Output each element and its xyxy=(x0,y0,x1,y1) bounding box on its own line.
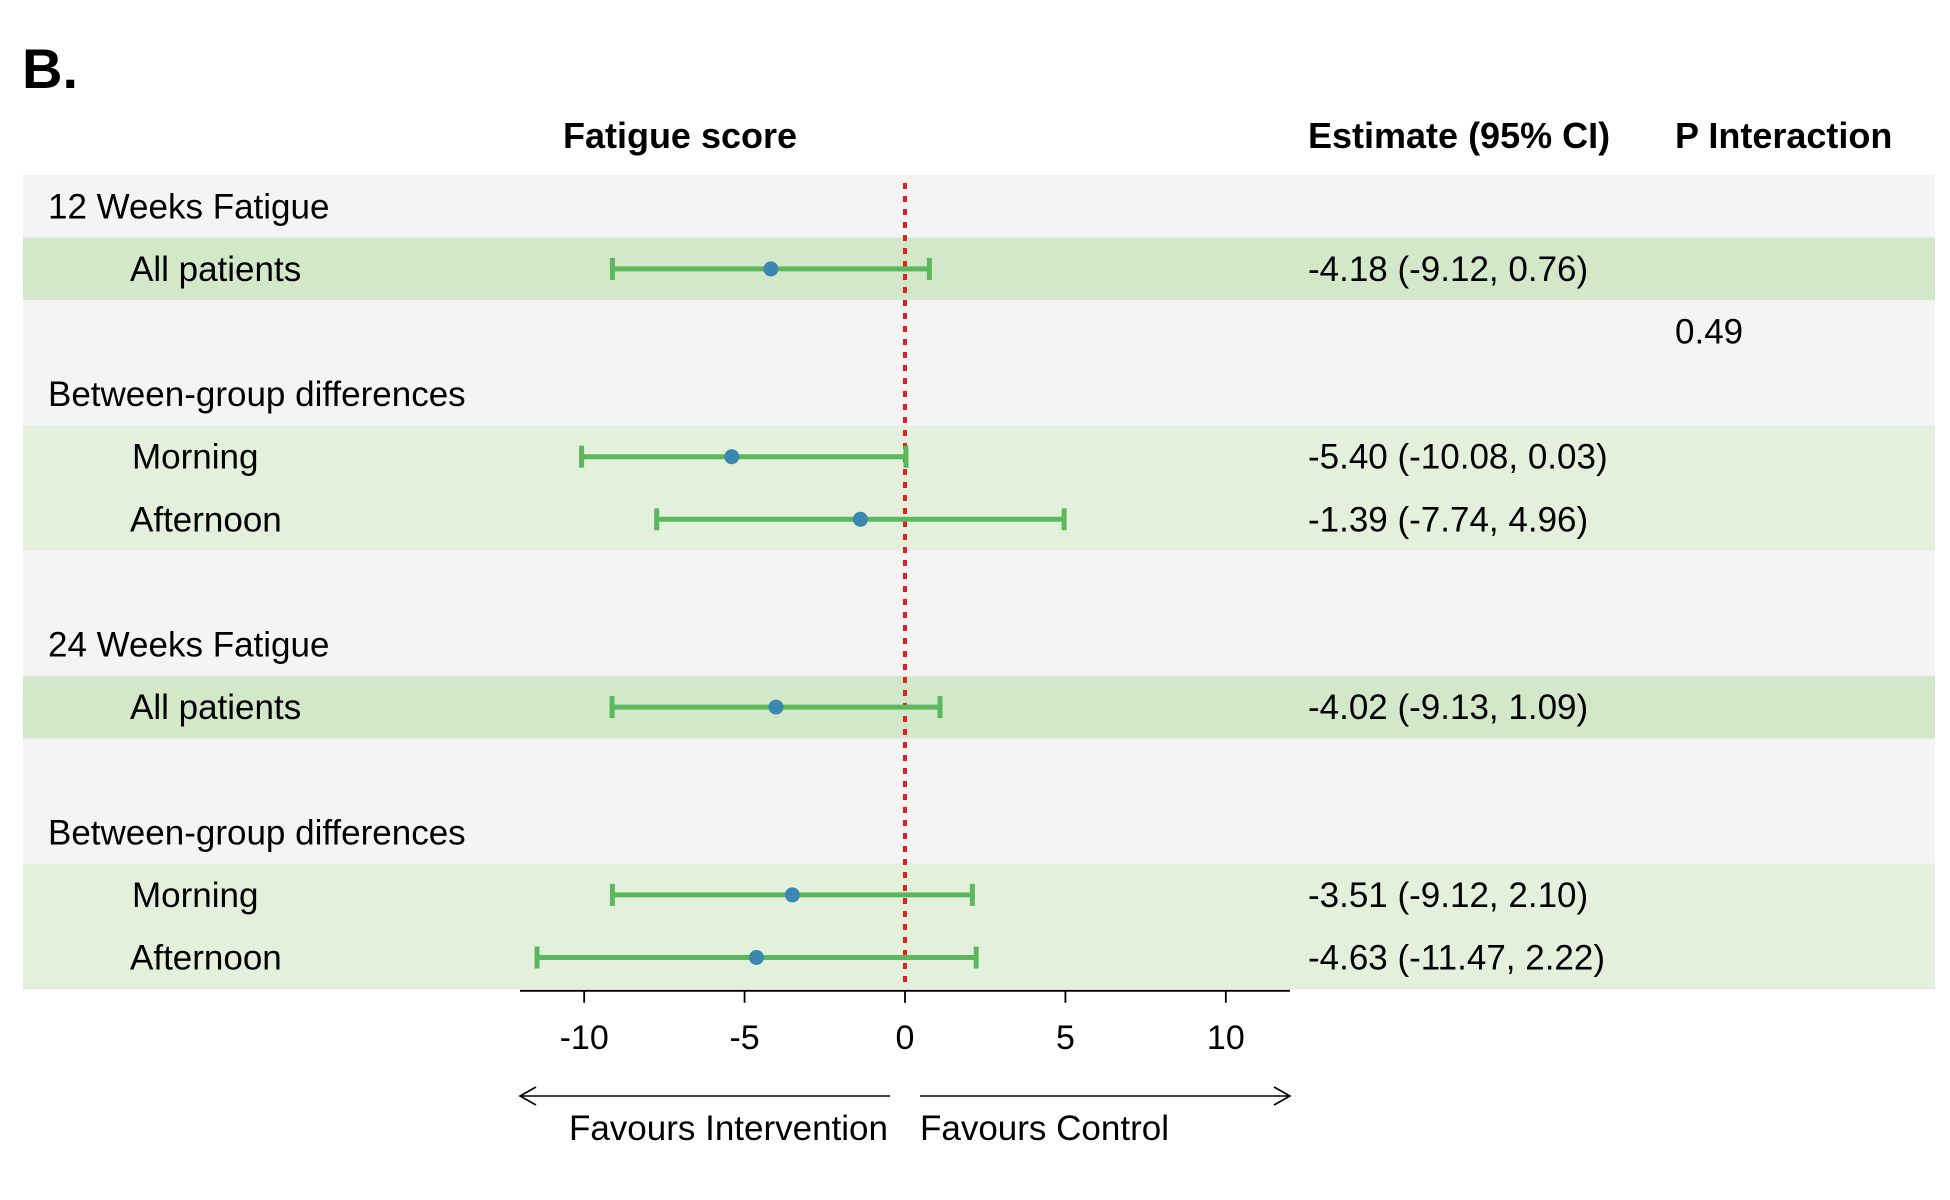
row-band xyxy=(23,362,1935,426)
ci-mark xyxy=(579,445,909,468)
favours-control-label: Favours Control xyxy=(920,1109,1169,1148)
row-label: All patients xyxy=(130,250,301,289)
plot-header: Fatigue score xyxy=(563,115,797,156)
estimate-point xyxy=(852,511,868,527)
estimate-point xyxy=(763,261,779,277)
row-band xyxy=(23,550,1935,614)
row-label: Morning xyxy=(132,438,258,477)
row-band xyxy=(23,926,1935,990)
ci-mark xyxy=(534,946,979,969)
favours-intervention-label: Favours Intervention xyxy=(569,1109,888,1148)
section-label: Between-group differences xyxy=(48,375,466,414)
p-interaction-header: P Interaction xyxy=(1675,115,1892,156)
panel-label: B. xyxy=(22,37,78,100)
estimate-ci-label: -4.02 (-9.13, 1.09) xyxy=(1308,688,1588,727)
row-band xyxy=(23,863,1935,927)
row-bands xyxy=(23,175,1935,990)
row-band xyxy=(23,738,1935,802)
row-band xyxy=(23,801,1935,865)
p-interaction-value: 0.49 xyxy=(1675,313,1743,352)
ci-mark xyxy=(654,508,1067,531)
estimate-header: Estimate (95% CI) xyxy=(1308,115,1610,156)
estimate-ci-label: -4.18 (-9.12, 0.76) xyxy=(1308,250,1588,289)
estimate-ci-label: -4.63 (-11.47, 2.22) xyxy=(1308,939,1605,978)
x-tick-label: -10 xyxy=(560,1019,609,1057)
row-label: Afternoon xyxy=(130,939,282,978)
ci-mark xyxy=(609,883,975,906)
section-label: Between-group differences xyxy=(48,813,466,852)
section-label: 12 Weeks Fatigue xyxy=(48,187,329,226)
row-band xyxy=(23,300,1935,364)
row-band xyxy=(23,613,1935,677)
favours-right-arrowhead xyxy=(1273,1086,1292,1106)
favours-left-arrowhead xyxy=(518,1086,537,1106)
x-axis: -10 -5 0 5 10 xyxy=(520,989,1290,1057)
row-band xyxy=(23,425,1935,489)
x-tick-label: 5 xyxy=(1056,1019,1075,1057)
row-texts: 12 Weeks Fatigue All patients -4.18 (-9.12… xyxy=(48,187,1743,977)
row-label: Morning xyxy=(132,876,258,915)
x-tick-label: -5 xyxy=(729,1019,759,1057)
estimate-ci-label: -5.40 (-10.08, 0.03) xyxy=(1308,438,1608,477)
estimate-point xyxy=(768,699,784,715)
ci-mark xyxy=(609,257,932,280)
section-label: 24 Weeks Fatigue xyxy=(48,626,329,665)
row-band xyxy=(23,175,1935,239)
estimate-ci-label: -1.39 (-7.74, 4.96) xyxy=(1308,500,1588,539)
estimate-point xyxy=(784,887,800,903)
estimate-ci-label: -3.51 (-9.12, 2.10) xyxy=(1308,876,1588,915)
estimate-point xyxy=(724,449,740,465)
ci-marks xyxy=(534,257,1067,969)
estimate-point xyxy=(748,950,764,965)
row-band xyxy=(23,675,1935,739)
favours-annotation: Favours Intervention Favours Control xyxy=(518,1086,1292,1148)
x-tick-label: 10 xyxy=(1207,1019,1245,1057)
row-band xyxy=(23,237,1935,301)
x-tick-label: 0 xyxy=(896,1019,915,1057)
row-label: All patients xyxy=(130,688,301,727)
ci-mark xyxy=(609,696,943,719)
row-label: Afternoon xyxy=(130,500,282,539)
